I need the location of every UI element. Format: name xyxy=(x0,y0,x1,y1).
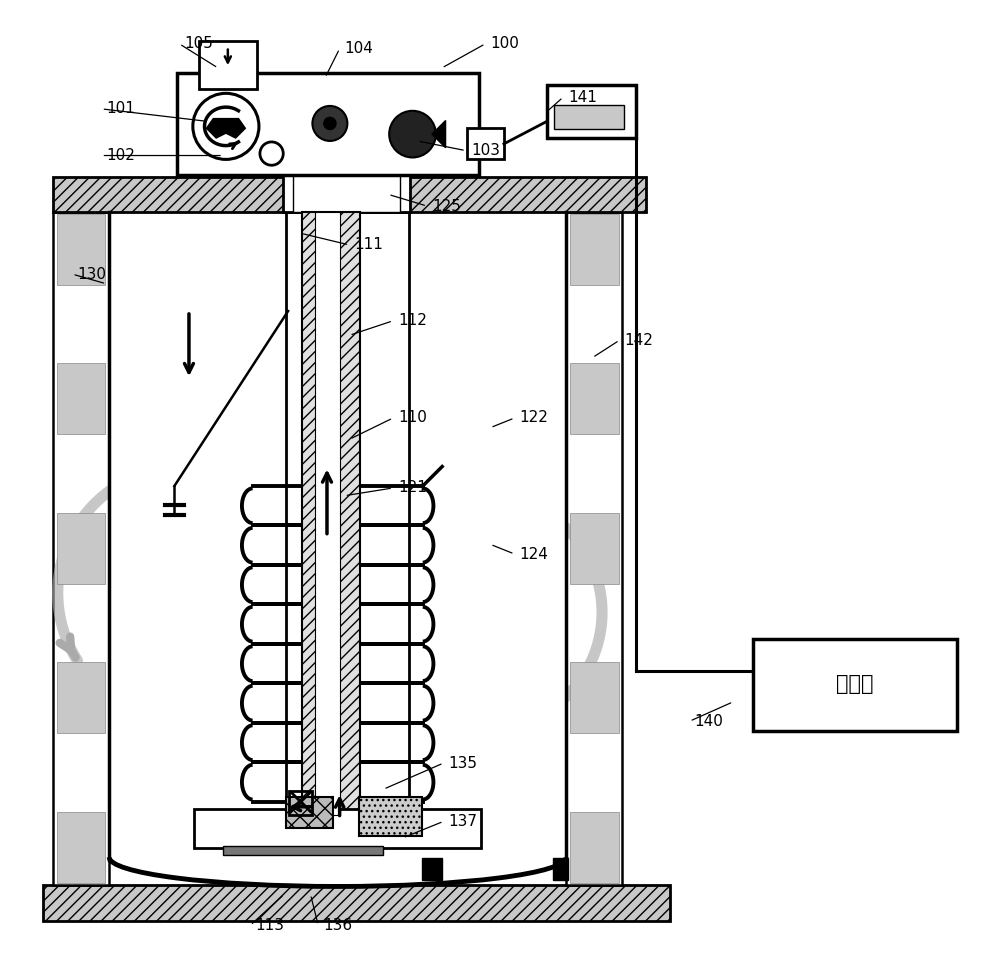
Bar xyxy=(293,175,400,212)
Text: 135: 135 xyxy=(448,755,477,771)
Text: 103: 103 xyxy=(471,143,500,158)
Bar xyxy=(283,175,410,212)
Text: 112: 112 xyxy=(398,313,427,329)
Bar xyxy=(223,846,383,855)
Bar xyxy=(43,885,670,921)
Bar xyxy=(53,177,646,212)
Bar xyxy=(286,797,333,828)
Bar xyxy=(289,791,312,815)
Text: 130: 130 xyxy=(77,266,106,282)
Text: 101: 101 xyxy=(106,101,135,117)
Bar xyxy=(109,212,566,855)
Text: 113: 113 xyxy=(255,918,284,933)
Bar xyxy=(566,212,622,885)
Bar xyxy=(570,364,619,434)
Bar xyxy=(57,662,105,733)
Circle shape xyxy=(323,117,337,130)
Text: 105: 105 xyxy=(184,36,213,52)
Bar xyxy=(753,639,957,731)
Bar xyxy=(467,128,504,159)
Bar xyxy=(359,797,422,836)
Bar xyxy=(194,809,481,848)
Text: 104: 104 xyxy=(344,41,373,56)
Bar xyxy=(547,85,636,138)
Text: 136: 136 xyxy=(323,918,352,933)
Text: 137: 137 xyxy=(448,814,477,829)
Text: 140: 140 xyxy=(694,713,723,729)
Bar xyxy=(570,662,619,733)
Text: 控制器: 控制器 xyxy=(836,675,874,694)
Bar xyxy=(177,73,479,175)
Circle shape xyxy=(389,111,436,157)
Bar xyxy=(570,812,619,883)
Circle shape xyxy=(312,106,347,141)
Bar xyxy=(57,214,105,285)
Bar xyxy=(570,513,619,583)
Bar xyxy=(57,364,105,434)
Bar xyxy=(286,212,409,821)
Bar xyxy=(553,858,568,880)
Text: 102: 102 xyxy=(106,148,135,163)
Text: 110: 110 xyxy=(398,410,427,426)
Bar xyxy=(53,212,109,885)
Text: 125: 125 xyxy=(432,198,461,214)
Text: 124: 124 xyxy=(519,546,548,562)
Text: 100: 100 xyxy=(490,36,519,52)
Text: 121: 121 xyxy=(398,480,427,496)
Bar xyxy=(57,812,105,883)
Bar xyxy=(199,41,257,89)
Polygon shape xyxy=(432,121,446,148)
Bar xyxy=(57,513,105,583)
Text: 142: 142 xyxy=(624,332,653,348)
Text: 122: 122 xyxy=(519,410,548,426)
Bar xyxy=(570,214,619,285)
Circle shape xyxy=(193,93,259,159)
Bar xyxy=(422,858,442,880)
Text: 111: 111 xyxy=(354,237,383,253)
Bar xyxy=(302,212,360,816)
Text: 141: 141 xyxy=(568,89,597,105)
Circle shape xyxy=(260,142,283,165)
Bar xyxy=(315,212,340,815)
Polygon shape xyxy=(206,119,245,138)
Bar xyxy=(554,105,624,129)
